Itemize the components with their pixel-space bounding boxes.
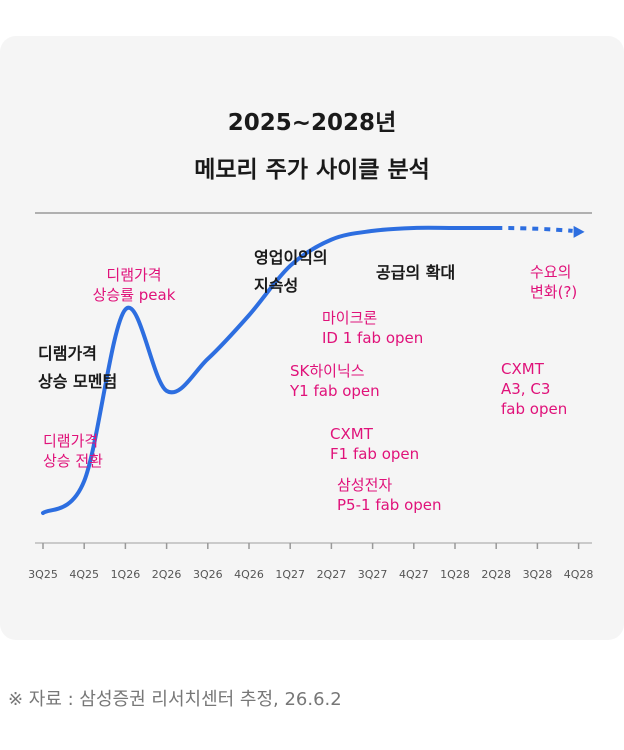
annotation-dram-reversal: 디램가격 상승 전환 [43,432,103,470]
x-tick-label: 4Q25 [69,568,99,581]
annotation-skhynix: SK하이닉스 Y1 fab open [290,362,380,400]
x-tick-label: 4Q27 [399,568,429,581]
annotation-samsung: 삼성전자 P5-1 fab open [337,476,442,514]
annotation-dram-peak: 디램가격 상승률 peak [92,266,176,304]
x-tick-label: 3Q28 [523,568,553,581]
x-tick-label: 4Q28 [564,568,594,581]
forecast-arrow-icon [573,225,585,238]
x-tick-label: 3Q27 [358,568,388,581]
annotation-cxmt-a3: CXMT A3, C3 fab open [501,360,568,418]
x-tick-label: 2Q26 [152,568,182,581]
x-tick-label: 2Q28 [481,568,511,581]
source-note: ※ 자료 : 삼성증권 리서치센터 추정, 26.6.2 [8,689,342,710]
annotation-cxmt-f1: CXMT F1 fab open [330,425,420,463]
x-tick-label: 3Q25 [28,568,58,581]
annotation-micron: 마이크론 ID 1 fab open [322,309,424,347]
x-tick-label: 3Q26 [193,568,223,581]
annotation-demand-change: 수요의 변화(?) [530,263,578,301]
x-tick-label: 1Q26 [111,568,141,581]
annotation-momentum: 디램가격 상승 모멘텀 [38,344,118,391]
chart-title: 메모리 주가 사이클 분석 [194,157,430,183]
chart-title-year: 2025~2028년 [227,110,397,136]
chart-card [0,36,624,640]
x-axis-ticks: 3Q25 4Q25 1Q26 2Q26 3Q26 4Q26 1Q27 2Q27 3Q27 4Q27… [28,543,593,581]
x-tick-label: 4Q26 [234,568,264,581]
series-line-forecast [496,226,573,233]
x-tick-label: 1Q27 [275,568,305,581]
annotation-supply: 공급의 확대 [376,263,456,282]
annotation-profit: 영업이익의 지속성 [254,248,328,295]
series-line-actual [41,225,499,515]
x-tick-label: 2Q27 [317,568,347,581]
x-tick-label: 1Q28 [440,568,470,581]
